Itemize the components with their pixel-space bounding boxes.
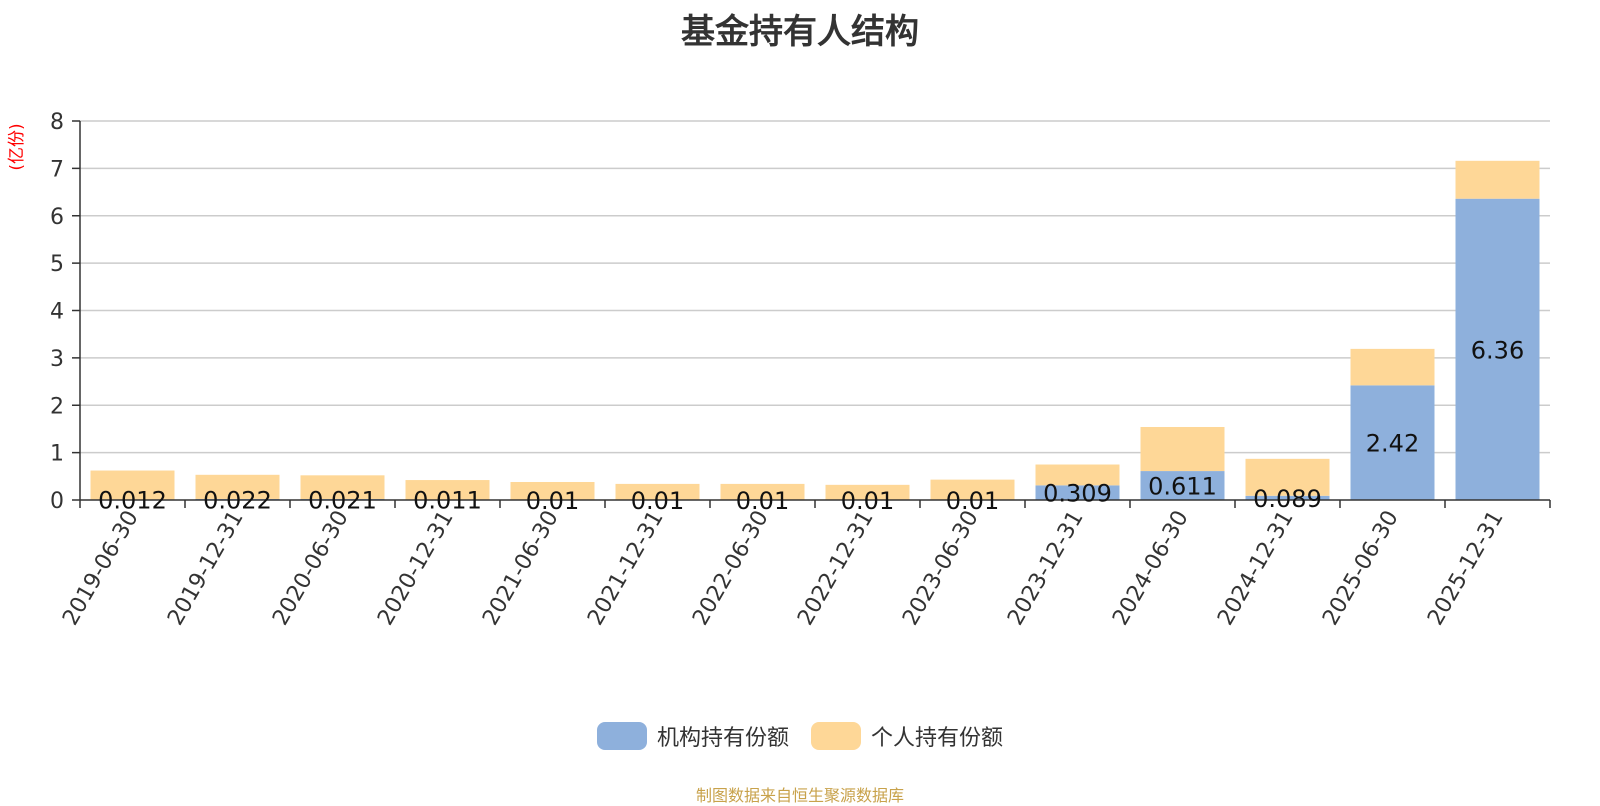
y-tick-label: 7 [50,157,64,182]
data-label: 0.01 [736,487,789,515]
x-tick-label: 2020-06-30 [268,507,354,630]
data-label: 0.01 [841,487,894,515]
x-tick-label: 2023-06-30 [898,507,984,630]
source-note: 制图数据来自恒生聚源数据库 [0,782,1600,806]
x-tick-label: 2021-12-31 [583,507,669,630]
y-tick-label: 8 [50,110,64,135]
data-label: 0.011 [413,487,482,515]
y-tick-label: 3 [50,347,64,372]
bar-individual [1351,349,1435,385]
bar-individual [1456,161,1540,199]
y-axis-label: (亿份) [7,123,27,170]
x-tick-label: 2023-12-31 [1003,507,1089,630]
x-tick-label: 2024-06-30 [1108,507,1194,630]
legend-item-individual[interactable]: 个人持有份额 [811,720,1003,752]
legend: 机构持有份额 个人持有份额 [0,720,1600,752]
data-label: 0.309 [1043,480,1112,508]
data-label: 0.01 [526,487,579,515]
x-tick-label: 2024-12-31 [1213,507,1299,630]
y-tick-label: 0 [50,489,64,514]
x-tick-label: 2022-06-30 [688,507,774,630]
data-label: 2.42 [1366,430,1419,458]
legend-item-institutional[interactable]: 机构持有份额 [597,720,789,752]
data-label: 0.021 [308,487,377,515]
data-label: 0.01 [946,487,999,515]
y-tick-label: 5 [50,252,64,277]
y-tick-label: 2 [50,394,64,419]
legend-label-institutional: 机构持有份额 [657,720,789,752]
x-tick-label: 2021-06-30 [478,507,564,630]
y-tick-label: 4 [50,300,64,325]
x-tick-label: 2020-12-31 [373,507,459,630]
data-label: 0.012 [98,487,167,515]
legend-swatch-institutional [597,722,647,750]
data-label: 0.611 [1148,473,1217,501]
bar-individual [1141,427,1225,471]
x-tick-label: 2025-12-31 [1423,507,1509,630]
x-tick-label: 2019-12-31 [163,507,249,630]
x-tick-label: 2022-12-31 [793,507,879,630]
x-tick-label: 2019-06-30 [58,507,144,630]
data-label: 6.36 [1471,336,1524,364]
legend-swatch-individual [811,722,861,750]
y-tick-label: 1 [50,442,64,467]
legend-label-individual: 个人持有份额 [871,720,1003,752]
data-label: 0.01 [631,487,684,515]
y-tick-label: 6 [50,205,64,230]
x-tick-label: 2025-06-30 [1318,507,1404,630]
data-label: 0.089 [1253,485,1322,513]
data-label: 0.022 [203,486,272,514]
